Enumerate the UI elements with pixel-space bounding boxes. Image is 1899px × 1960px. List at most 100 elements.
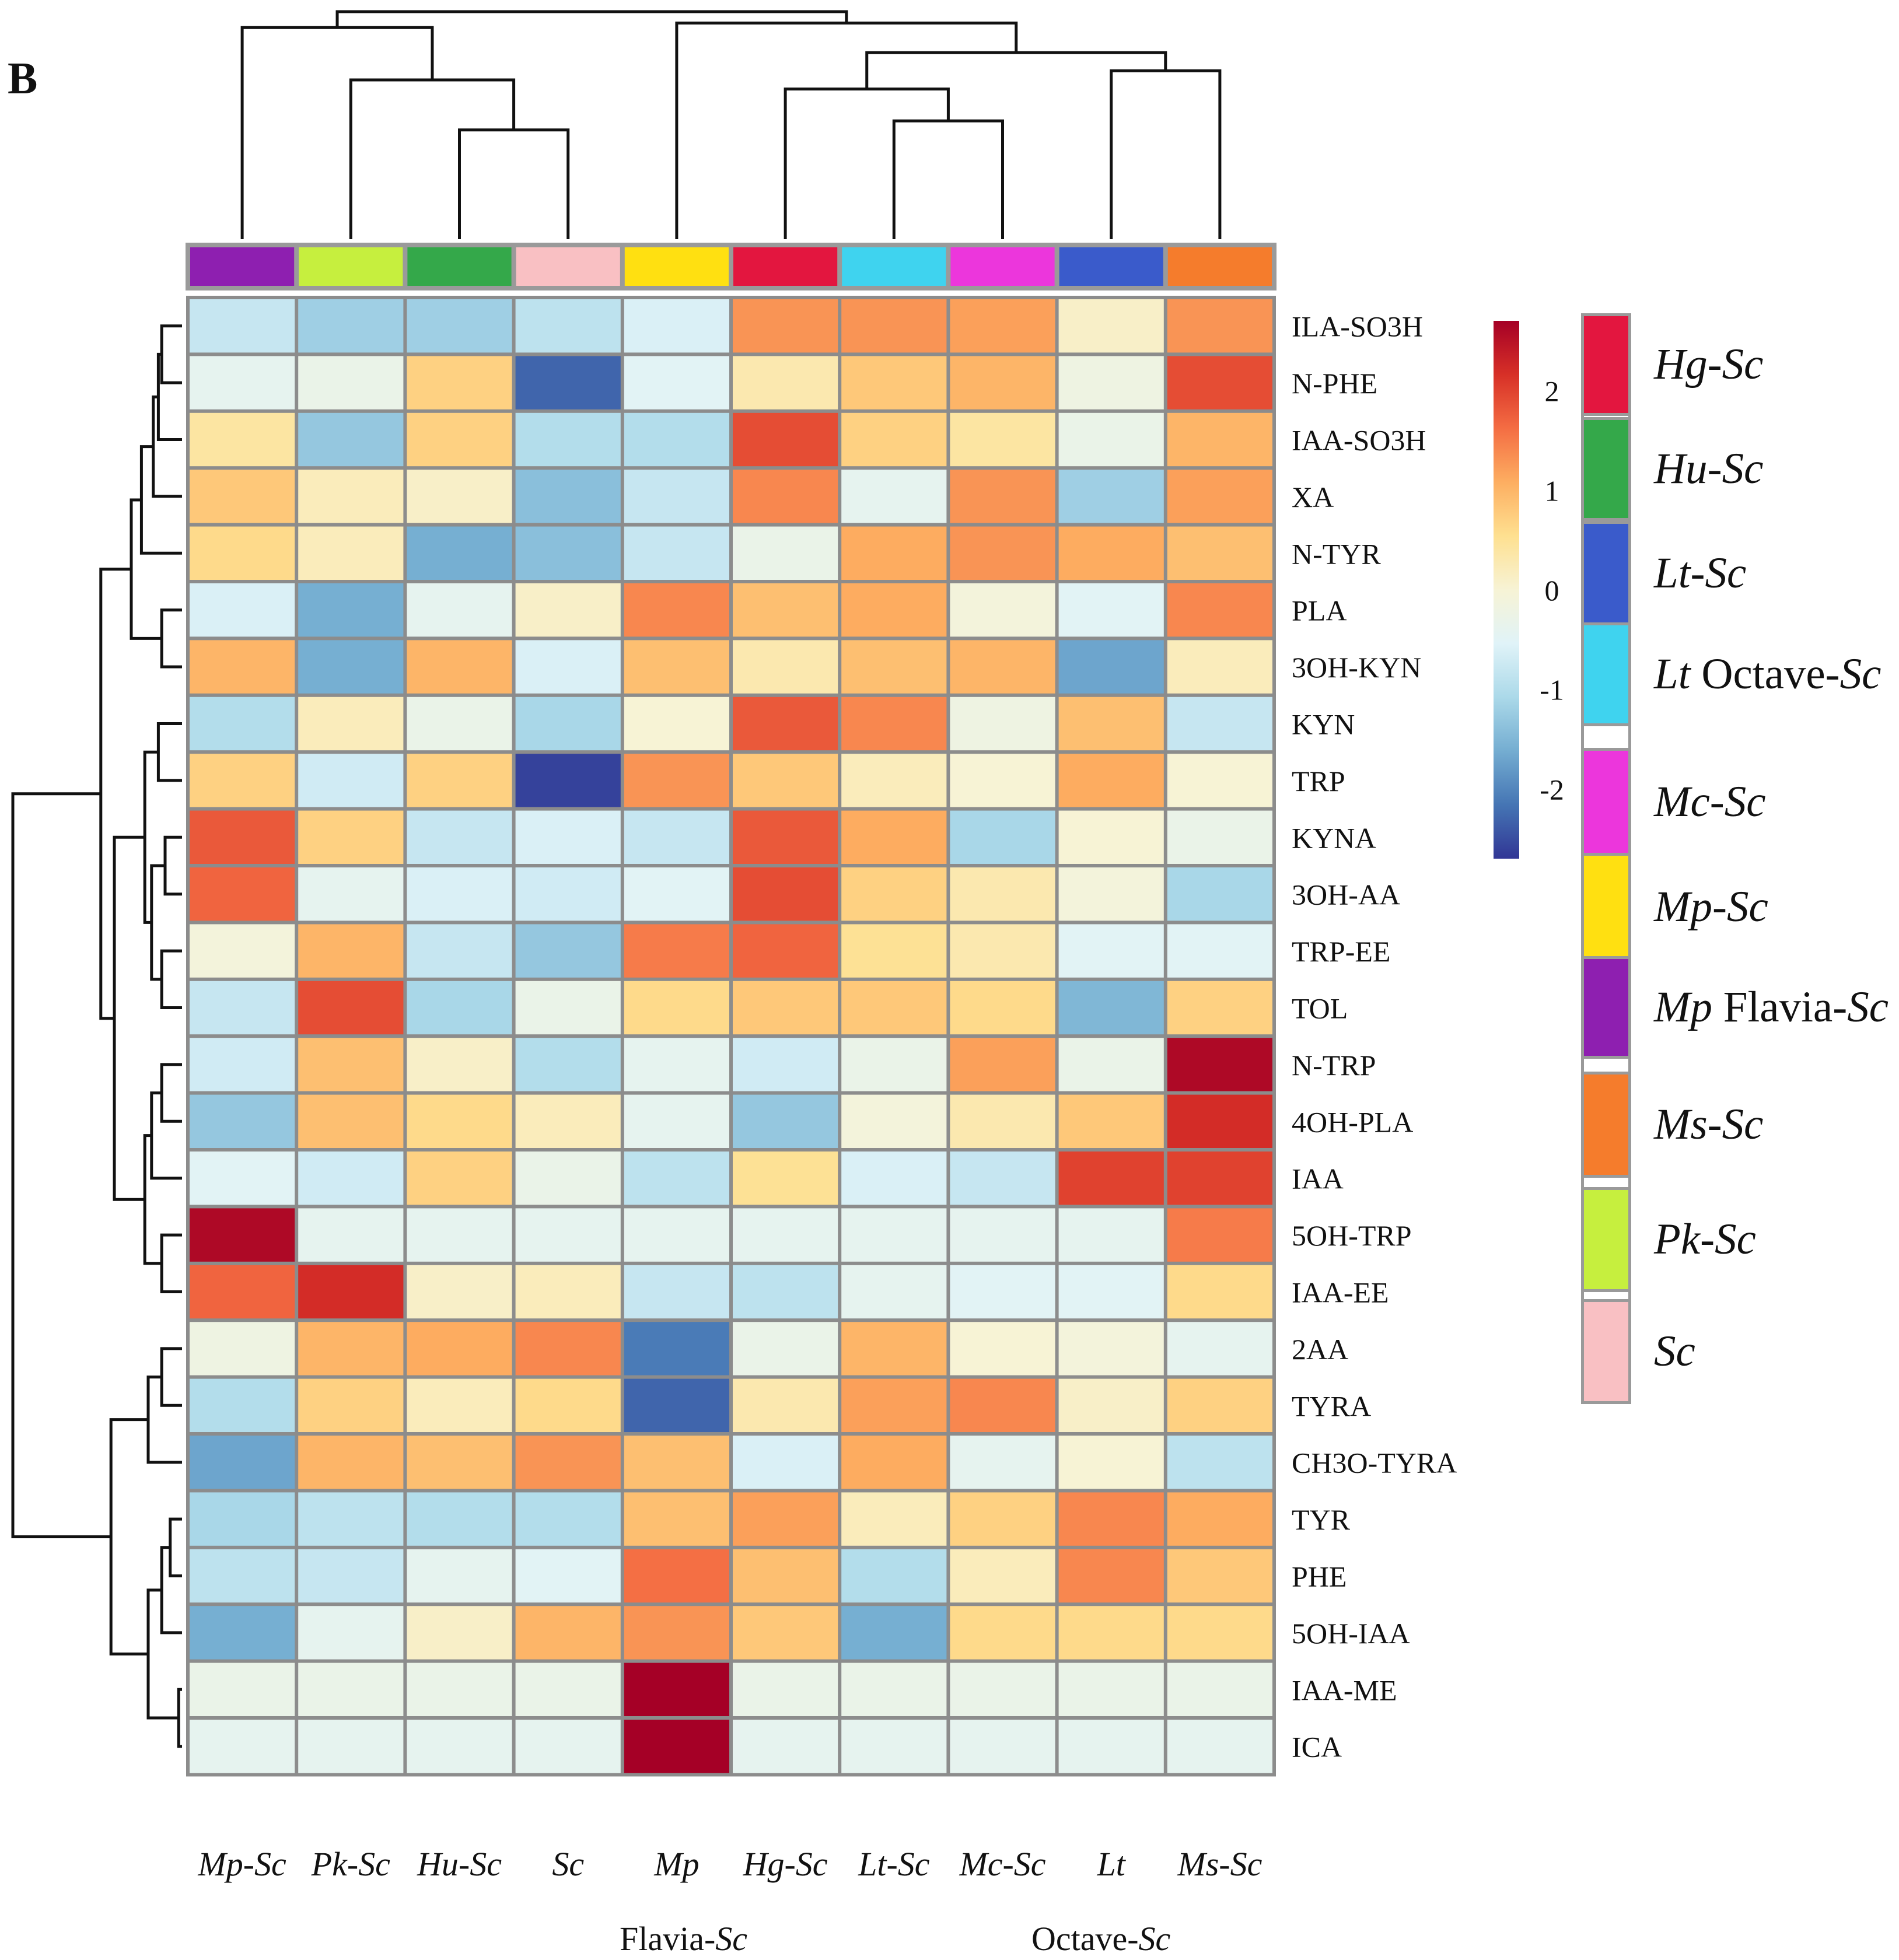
heatmap-cell — [624, 526, 729, 580]
heatmap-cell — [841, 1436, 947, 1489]
heatmap-cell — [950, 583, 1055, 637]
heatmap-cell — [950, 356, 1055, 410]
heatmap-cell — [841, 356, 947, 410]
heatmap-cell — [190, 526, 295, 580]
heatmap-cell — [950, 1208, 1055, 1262]
heatmap-cell — [515, 1152, 621, 1205]
heatmap-cell — [515, 299, 621, 353]
heatmap-cell — [1058, 1378, 1164, 1432]
heatmap-cell — [407, 1152, 512, 1205]
heatmap-cell — [950, 1606, 1055, 1660]
heatmap-cell — [841, 1549, 947, 1603]
heatmap-cell — [950, 526, 1055, 580]
heatmap-cell — [190, 1152, 295, 1205]
heatmap-cell — [190, 1038, 295, 1091]
heatmap-cell — [733, 470, 838, 523]
heatmap-cell — [950, 1436, 1055, 1489]
row-dendrogram-link — [99, 568, 131, 1020]
heatmap-cell — [1167, 1720, 1272, 1773]
heatmap-cell — [841, 754, 947, 807]
row-dendrogram-link — [150, 1091, 182, 1180]
heatmap-cell — [298, 1094, 404, 1148]
row-label: KYN — [1292, 708, 1355, 741]
heatmap-cell — [1167, 867, 1272, 921]
heatmap-cell — [733, 867, 838, 921]
colorbar-tick-label: 1 — [1545, 474, 1559, 507]
heatmap-cell — [515, 1094, 621, 1148]
heatmap-cell — [841, 981, 947, 1035]
heatmap-cell — [1167, 583, 1272, 637]
heatmap-cell — [298, 470, 404, 523]
heatmap-cell — [190, 299, 295, 353]
heatmap-cell — [950, 1152, 1055, 1205]
heatmap-cell — [407, 356, 512, 410]
heatmap-cell — [841, 470, 947, 523]
heatmap-cell — [298, 1152, 404, 1205]
heatmap-cell — [950, 470, 1055, 523]
heatmap-cell — [841, 810, 947, 864]
heatmap-cell — [841, 1322, 947, 1376]
heatmap-cell — [190, 1662, 295, 1716]
heatmap-cell — [1058, 1322, 1164, 1376]
heatmap-cell — [298, 299, 404, 353]
heatmap-cell — [624, 1208, 729, 1262]
heatmap-cell — [733, 356, 838, 410]
heatmap-cell — [950, 1378, 1055, 1432]
heatmap-cell — [1167, 1662, 1272, 1716]
heatmap-cell — [950, 924, 1055, 978]
heatmap-cell — [950, 1265, 1055, 1319]
legend-swatch — [1581, 956, 1631, 1059]
row-label: 5OH-IAA — [1292, 1617, 1410, 1650]
row-label: TOL — [1292, 992, 1348, 1025]
row-dendrogram-link — [146, 1588, 179, 1720]
heatmap-cell — [624, 640, 729, 694]
heatmap-cell — [841, 412, 947, 467]
heatmap-cell — [190, 810, 295, 864]
heatmap-cell — [733, 1549, 838, 1603]
column-label: Pk-Sc — [311, 1845, 390, 1883]
group-strip-cell — [516, 247, 620, 286]
row-dendrogram-link — [177, 1688, 182, 1748]
heatmap-cell — [624, 1038, 729, 1091]
heatmap-cell — [624, 867, 729, 921]
heatmap-cell — [1058, 1720, 1164, 1773]
heatmap-cell — [515, 470, 621, 523]
col-dendrogram-link — [349, 78, 516, 239]
heatmap-cell — [733, 1152, 838, 1205]
heatmap-cell — [190, 1322, 295, 1376]
legend-swatch — [1581, 1299, 1631, 1404]
heatmap-cell — [1167, 299, 1272, 353]
heatmap-cell — [1167, 526, 1272, 580]
heatmap-cell — [407, 1606, 512, 1660]
heatmap-cell — [624, 1720, 729, 1773]
column-label: Sc — [552, 1845, 584, 1883]
heatmap-cell — [190, 1606, 295, 1660]
column-label: Mc-Sc — [959, 1845, 1045, 1883]
heatmap-cell — [407, 470, 512, 523]
heatmap-cell — [841, 1208, 947, 1262]
heatmap-cell — [841, 1152, 947, 1205]
legend-swatch — [1581, 313, 1631, 416]
column-label: Lt-Sc — [858, 1845, 930, 1883]
heatmap-cell — [298, 981, 404, 1035]
row-label: N-TYR — [1292, 537, 1381, 570]
heatmap-cell — [298, 526, 404, 580]
heatmap-cell — [407, 810, 512, 864]
heatmap-cell — [733, 1378, 838, 1432]
heatmap-cell — [624, 754, 729, 807]
heatmap-cell — [407, 981, 512, 1035]
heatmap-cell — [298, 696, 404, 751]
heatmap-cell — [515, 810, 621, 864]
heatmap-cell — [190, 1492, 295, 1546]
heatmap-cell — [515, 1038, 621, 1091]
heatmap-cell — [1167, 1606, 1272, 1660]
heatmap-cell — [733, 1606, 838, 1660]
heatmap-cell — [298, 412, 404, 467]
heatmap-cell — [950, 810, 1055, 864]
heatmap-cell — [1058, 470, 1164, 523]
heatmap-cell — [298, 1492, 404, 1546]
col-dendrogram-link — [335, 10, 848, 28]
heatmap-cell — [190, 1208, 295, 1262]
heatmap-cell — [733, 299, 838, 353]
